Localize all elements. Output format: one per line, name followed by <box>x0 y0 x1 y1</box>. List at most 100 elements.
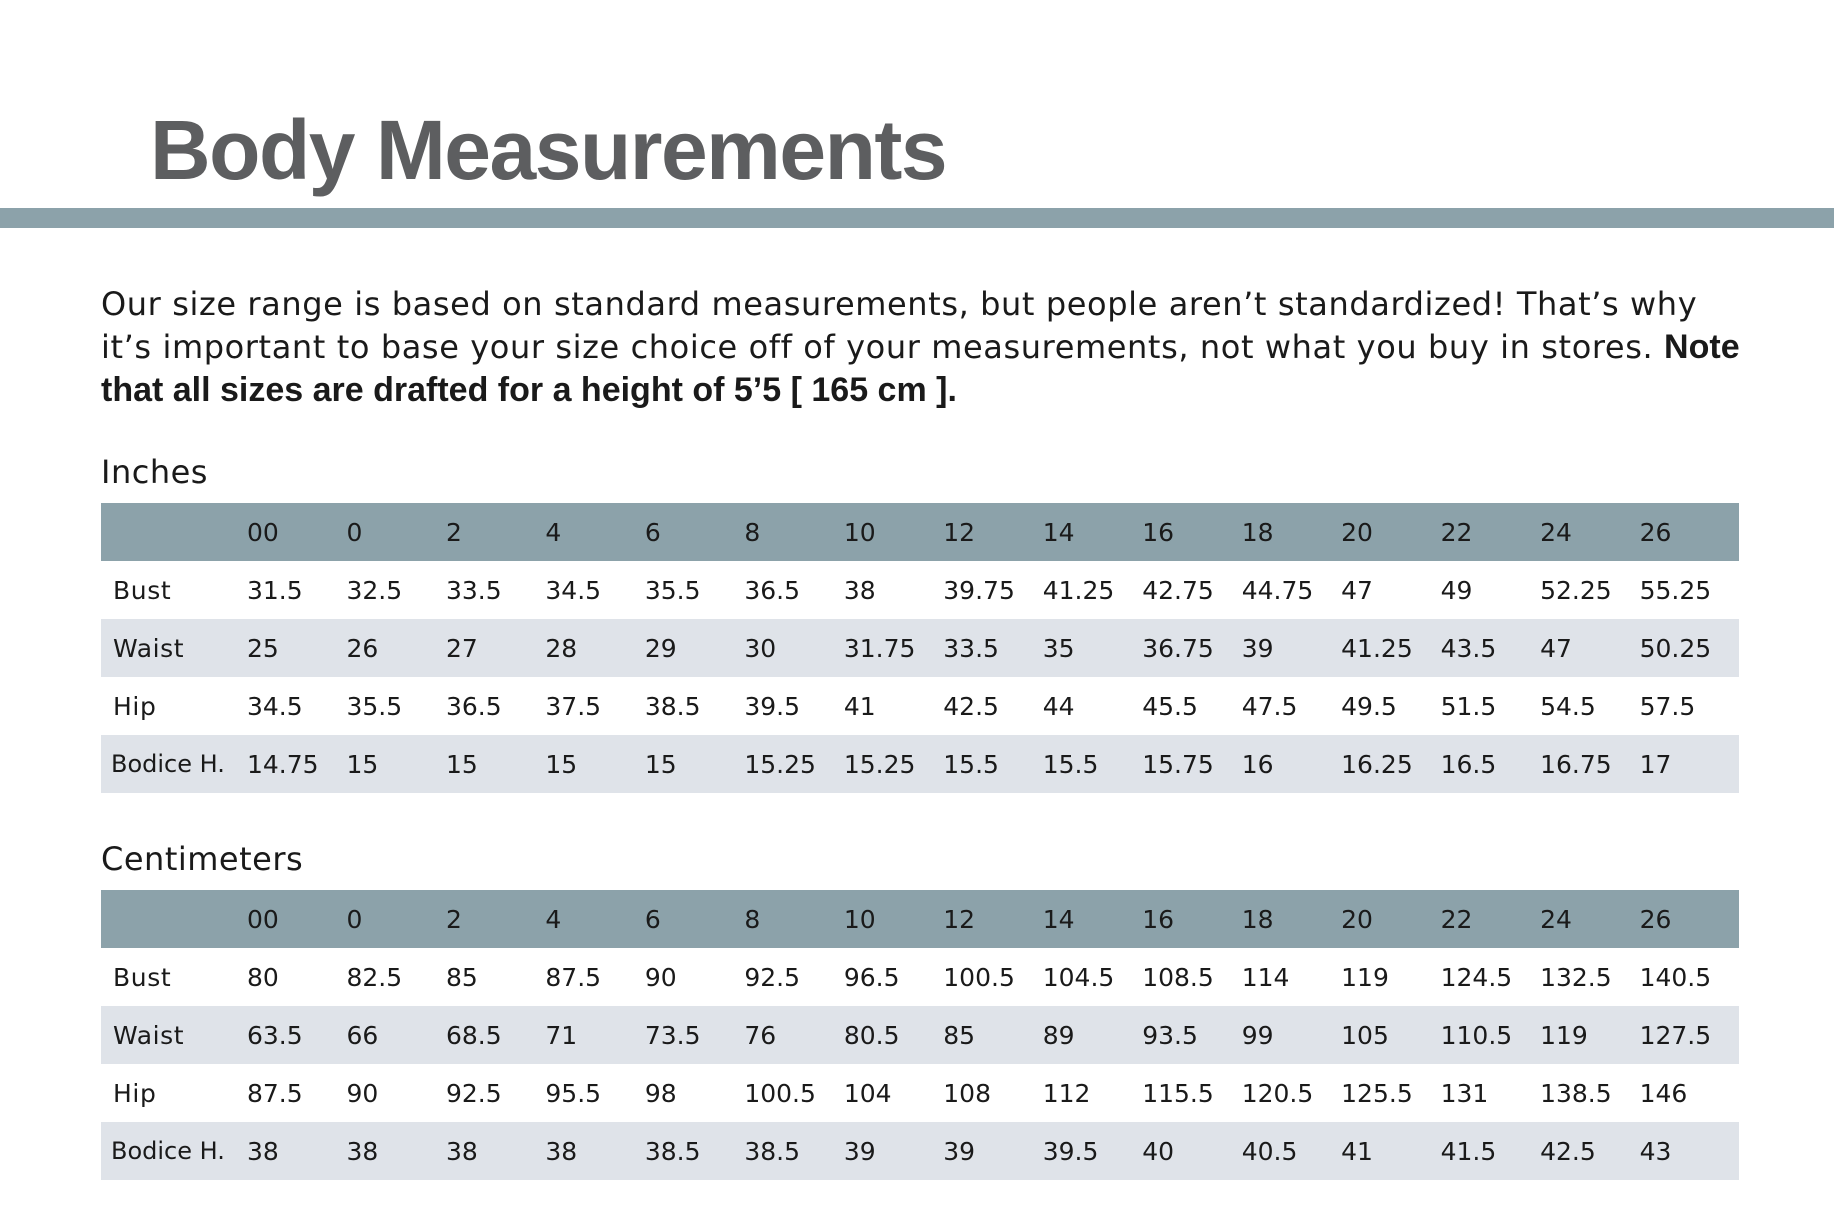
measurement-cell: 138.5 <box>1540 1078 1612 1108</box>
measurement-cell: 110.5 <box>1440 1020 1513 1050</box>
measurement-cell: 41.25 <box>1042 575 1115 605</box>
size-header-cell: 18 <box>1241 904 1274 934</box>
measurement-cell: 31.75 <box>843 633 916 663</box>
measurement-cell: 85 <box>943 1020 976 1050</box>
measurement-cell: 108 <box>943 1078 991 1108</box>
measurement-cell: 131 <box>1440 1078 1489 1108</box>
measurement-cell: 38 <box>843 575 876 605</box>
row-label: Bodice H. <box>111 750 225 778</box>
measurement-cell: 35.5 <box>346 691 403 721</box>
measurement-cell: 100.5 <box>943 962 1015 992</box>
measurement-cell: 95.5 <box>545 1078 602 1108</box>
measurement-cell: 76 <box>744 1020 777 1050</box>
table-row: Bodice H. 14.75 15 15 15 15 15.25 15.25 15.5 15.5… <box>101 735 1740 793</box>
measurement-cell: 16.5 <box>1440 749 1497 779</box>
table-header-row: 00 0 2 4 6 8 10 12 14 16 18 20 22 24 26 <box>101 503 1740 561</box>
size-header-cell: 14 <box>1042 904 1075 934</box>
size-header-cell: 4 <box>545 517 562 547</box>
size-header-cell: 00 <box>247 904 279 934</box>
row-label: Waist <box>113 633 185 663</box>
measurement-cell: 39 <box>843 1136 876 1166</box>
size-header-cell: 12 <box>943 904 976 934</box>
measurement-cell: 38.5 <box>644 1136 701 1166</box>
measurement-cell: 33.5 <box>445 575 502 605</box>
measurement-cell: 119 <box>1341 962 1389 992</box>
measurement-cell: 35.5 <box>644 575 701 605</box>
size-header-cell: 26 <box>1639 517 1672 547</box>
size-header-cell: 6 <box>644 904 661 934</box>
table-row: Hip 34.5 35.5 36.5 37.5 38.5 39.5 41 42.5 44 45.5 4… <box>101 677 1739 735</box>
measurement-cell: 38.5 <box>644 691 701 721</box>
table-row: Waist 63.5 66 68.5 71 73.5 76 80.5 85 89 93.5 99 105… <box>101 1006 1740 1064</box>
measurement-cell: 80.5 <box>843 1020 900 1050</box>
measurement-cell: 38.5 <box>744 1136 801 1166</box>
size-header-cell: 0 <box>346 517 363 547</box>
measurement-cell: 96.5 <box>843 962 900 992</box>
measurement-cell: 34.5 <box>247 691 303 721</box>
table-body: Bust 80 82.5 85 87.5 90 92.5 96.5 100.5 104.5 108.… <box>101 948 1740 1180</box>
measurement-cell: 17 <box>1639 749 1672 779</box>
page-title: Body Measurements <box>150 103 948 197</box>
size-header-cell: 16 <box>1142 904 1175 934</box>
measurement-cell: 63.5 <box>247 1020 303 1050</box>
measurement-cell: 42.5 <box>943 691 999 721</box>
measurement-cell: 112 <box>1042 1078 1091 1108</box>
measurement-cell: 52.25 <box>1540 575 1612 605</box>
measurement-cell: 41.25 <box>1341 633 1413 663</box>
measurement-cell: 93.5 <box>1142 1020 1198 1050</box>
table-row: Bust 80 82.5 85 87.5 90 92.5 96.5 100.5 104.5 108.… <box>101 948 1739 1006</box>
measurement-cell: 80 <box>247 962 279 992</box>
title-divider <box>0 208 1834 228</box>
measurement-cell: 41 <box>1341 1136 1373 1166</box>
measurement-cell: 120.5 <box>1241 1078 1314 1108</box>
measurement-cell: 39 <box>1241 633 1274 663</box>
measurement-cell: 39.75 <box>943 575 1015 605</box>
table-row: Bodice H. 38 38 38 38 38.5 38.5 39 39 39.5 40 40.5 4… <box>101 1122 1740 1180</box>
measurement-cell: 15.25 <box>843 749 916 779</box>
measurement-cell: 98 <box>644 1078 677 1108</box>
measurement-cell: 44 <box>1042 691 1075 721</box>
size-header-cell: 20 <box>1341 904 1373 934</box>
table-row: Bust 31.5 32.5 33.5 34.5 35.5 36.5 38 39.75 41.25… <box>101 561 1739 619</box>
size-header-cell: 6 <box>644 517 661 547</box>
measurement-cell: 38 <box>346 1136 379 1166</box>
measurement-cell: 40.5 <box>1241 1136 1298 1166</box>
measurement-cell: 100.5 <box>744 1078 816 1108</box>
row-label: Bust <box>113 962 172 992</box>
measurement-cell: 36.5 <box>445 691 502 721</box>
measurement-cell: 50.25 <box>1639 633 1712 663</box>
size-header-cell: 12 <box>943 517 976 547</box>
measurement-cell: 36.5 <box>744 575 801 605</box>
measurement-cell: 36.75 <box>1142 633 1214 663</box>
size-header-cell: 0 <box>346 904 363 934</box>
size-header-cell: 10 <box>843 517 876 547</box>
size-header-cell: 4 <box>545 904 562 934</box>
measurement-cell: 115.5 <box>1142 1078 1214 1108</box>
measurement-cell: 40 <box>1142 1136 1175 1166</box>
intro-height-note: Note that all sizes are drafted for a he… <box>101 328 1740 409</box>
measurement-cell: 99 <box>1241 1020 1274 1050</box>
measurement-cell: 47 <box>1540 633 1572 663</box>
intro-paragraph: Our size range is based on standard meas… <box>101 283 1741 412</box>
measurement-cell: 32.5 <box>346 575 403 605</box>
measurement-cell: 29 <box>644 633 677 663</box>
measurement-cell: 35 <box>1042 633 1075 663</box>
measurement-cell: 51.5 <box>1440 691 1497 721</box>
measurement-cell: 87.5 <box>545 962 602 992</box>
measurement-cell: 66 <box>346 1020 379 1050</box>
measurement-cell: 16 <box>1241 749 1274 779</box>
measurement-cell: 73.5 <box>644 1020 701 1050</box>
measurement-cell: 43 <box>1639 1136 1672 1166</box>
measurement-cell: 108.5 <box>1142 962 1214 992</box>
row-label: Waist <box>113 1020 185 1050</box>
measurement-cell: 82.5 <box>346 962 403 992</box>
measurement-cell: 47.5 <box>1241 691 1298 721</box>
measurement-cell: 14.75 <box>247 749 319 779</box>
measurement-cell: 38 <box>545 1136 578 1166</box>
measurement-cell: 119 <box>1540 1020 1588 1050</box>
measurement-cell: 15 <box>346 749 379 779</box>
centimeters-section-label: Centimeters <box>101 840 304 878</box>
measurement-cell: 114 <box>1241 962 1290 992</box>
measurement-cell: 68.5 <box>445 1020 502 1050</box>
measurement-cell: 30 <box>744 633 777 663</box>
